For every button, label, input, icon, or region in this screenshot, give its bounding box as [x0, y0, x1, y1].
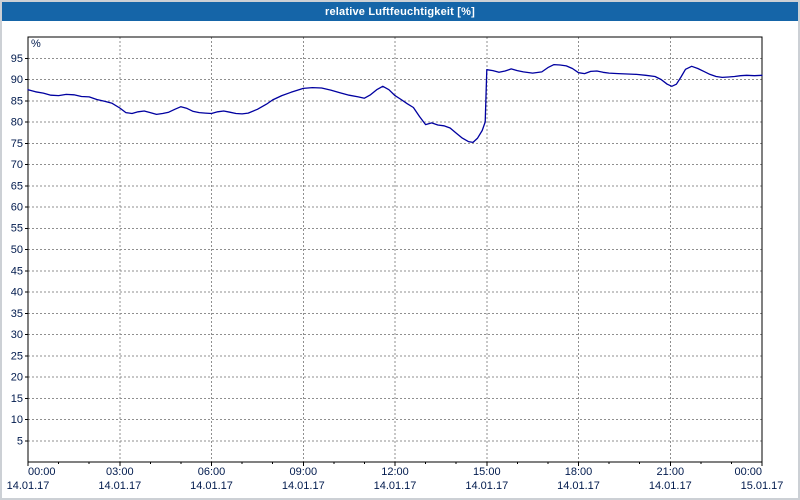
x-tick-time: 18:00	[565, 466, 593, 478]
chart-svg: 5 10 15 20 25 30 35 40 45 50 55 60 65 70 75 80 85 90 95% 00…	[7, 36, 784, 492]
vertical-gridlines	[119, 37, 671, 462]
x-tick-labels: 00:00 14.01.17 03:00 14.01.17 06:00 14.01.17 0…	[7, 466, 784, 492]
svg-text:55: 55	[11, 223, 23, 235]
humidity-series-line	[27, 63, 763, 144]
x-tick-date: 14.01.17	[98, 480, 141, 492]
x-tick-time: 21:00	[657, 466, 685, 478]
y-tick-labels: 5 10 15 20 25 30 35 40 45 50 55 60 65 70 75 80 85 90 95	[11, 53, 23, 447]
x-tick-date: 14.01.17	[282, 480, 325, 492]
plot-border	[27, 36, 763, 463]
x-tick-date: 14.01.17	[557, 480, 600, 492]
svg-text:90: 90	[11, 74, 23, 86]
x-tick-date: 15.01.17	[741, 480, 784, 492]
svg-text:50: 50	[11, 244, 23, 256]
svg-text:45: 45	[11, 265, 23, 277]
svg-text:70: 70	[11, 159, 23, 171]
x-tick-date: 14.01.17	[7, 480, 50, 492]
window-title: relative Luftfeuchtigkeit [%]	[324, 5, 476, 18]
x-tick-time: 00:00	[734, 466, 762, 478]
x-tick-time: 03:00	[106, 466, 134, 478]
svg-text:30: 30	[11, 329, 23, 341]
x-tick-time: 09:00	[290, 466, 318, 478]
svg-text:40: 40	[11, 287, 23, 299]
x-tick-time: 15:00	[473, 466, 501, 478]
x-tick-date: 14.01.17	[465, 480, 508, 492]
x-tick-date: 14.01.17	[190, 480, 233, 492]
chart-area: 5 10 15 20 25 30 35 40 45 50 55 60 65 70 75 80 85 90 95% 00…	[2, 21, 798, 498]
x-tick-time: 06:00	[198, 466, 226, 478]
svg-text:65: 65	[11, 180, 23, 192]
svg-text:15: 15	[11, 393, 23, 405]
x-tick-time: 12:00	[381, 466, 409, 478]
svg-text:80: 80	[11, 117, 23, 129]
window-titlebar: relative Luftfeuchtigkeit [%]	[2, 2, 798, 21]
svg-text:20: 20	[11, 372, 23, 384]
svg-text:35: 35	[11, 308, 23, 320]
svg-text:25: 25	[11, 350, 23, 362]
svg-text:95: 95	[11, 53, 23, 65]
svg-text:85: 85	[11, 95, 23, 107]
x-tick-time: 00:00	[28, 466, 56, 478]
x-tick-date: 14.01.17	[649, 480, 692, 492]
svg-text:60: 60	[11, 202, 23, 214]
y-axis-unit-label: %	[31, 38, 41, 50]
x-tick-date: 14.01.17	[374, 480, 417, 492]
svg-text:10: 10	[11, 414, 23, 426]
svg-text:5: 5	[17, 435, 23, 447]
svg-text:75: 75	[11, 138, 23, 150]
